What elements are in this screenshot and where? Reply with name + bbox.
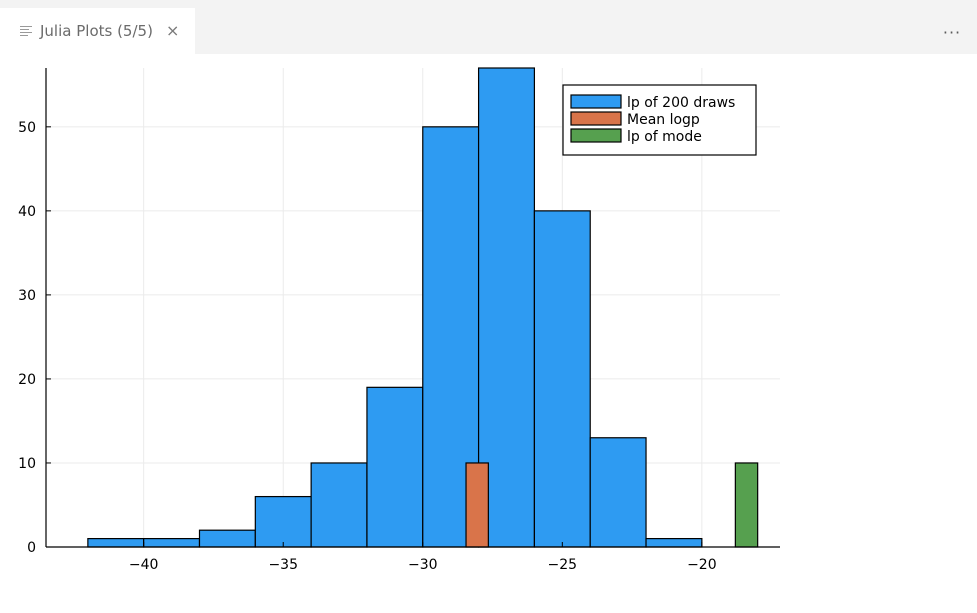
preview-lines-icon <box>20 25 33 37</box>
y-tick-label: 0 <box>27 540 36 556</box>
histogram-bar <box>87 537 145 548</box>
legend-swatch <box>570 111 622 126</box>
histogram-bar <box>645 537 703 548</box>
histogram-bar <box>465 462 489 548</box>
y-tick-label: 20 <box>18 372 36 388</box>
histogram-bar <box>589 437 647 548</box>
x-tick-label: −25 <box>548 557 578 573</box>
x-tick-label: −30 <box>408 557 438 573</box>
x-tick-label: −20 <box>687 557 717 573</box>
x-tick-label: −35 <box>268 557 298 573</box>
y-tick-label: 10 <box>18 456 36 472</box>
y-tick-label: 50 <box>18 120 36 136</box>
histogram-bar <box>734 462 759 548</box>
y-tick-label: 40 <box>18 204 36 220</box>
legend-swatch <box>570 94 622 109</box>
tab-label: Julia Plots (5/5) <box>40 22 153 40</box>
bars <box>87 67 759 548</box>
tab-julia-plots[interactable]: Julia Plots (5/5) × <box>0 8 195 54</box>
x-tick-label: −40 <box>129 557 159 573</box>
plot-area: −40 −35 −30 −25 −20 0 10 20 30 40 50 lp of 200 dra… <box>0 54 977 609</box>
histogram-bar <box>254 495 312 548</box>
histogram-bar <box>366 386 424 548</box>
histogram-bar <box>533 210 591 548</box>
more-actions-button[interactable]: ··· <box>942 22 962 42</box>
histogram-bar <box>143 537 201 548</box>
histogram-bar <box>198 529 256 548</box>
tab-bar: Julia Plots (5/5) × ··· <box>0 0 977 54</box>
close-icon[interactable]: × <box>165 21 180 40</box>
legend-label: lp of mode <box>627 129 702 145</box>
axes: −40 −35 −30 −25 −20 0 10 20 30 40 50 <box>18 68 780 573</box>
histogram-bar <box>310 462 368 548</box>
y-tick-label: 30 <box>18 288 36 304</box>
legend-label: Mean logp <box>627 112 700 128</box>
histogram-chart: −40 −35 −30 −25 −20 0 10 20 30 40 50 lp of 200 dra… <box>18 67 780 573</box>
legend-label: lp of 200 draws <box>627 95 735 111</box>
legend-swatch <box>570 128 622 143</box>
